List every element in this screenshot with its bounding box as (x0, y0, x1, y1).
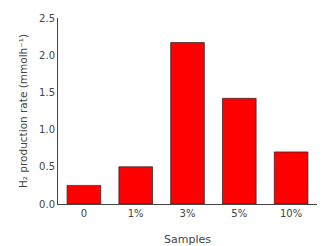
svg-text:1%: 1% (128, 208, 144, 219)
svg-text:H₂ production rate (mmolh⁻¹): H₂ production rate (mmolh⁻¹) (17, 34, 29, 188)
svg-text:0.0: 0.0 (39, 199, 55, 210)
svg-text:1.5: 1.5 (39, 87, 55, 98)
svg-text:Samples: Samples (164, 233, 211, 246)
svg-text:1.0: 1.0 (39, 124, 55, 135)
svg-text:5%: 5% (231, 208, 247, 219)
svg-text:3%: 3% (180, 208, 196, 219)
svg-text:2.5: 2.5 (39, 13, 55, 24)
svg-text:0.5: 0.5 (39, 161, 55, 172)
svg-text:0: 0 (81, 208, 87, 219)
svg-text:10%: 10% (280, 208, 302, 219)
svg-text:2.0: 2.0 (39, 50, 55, 61)
